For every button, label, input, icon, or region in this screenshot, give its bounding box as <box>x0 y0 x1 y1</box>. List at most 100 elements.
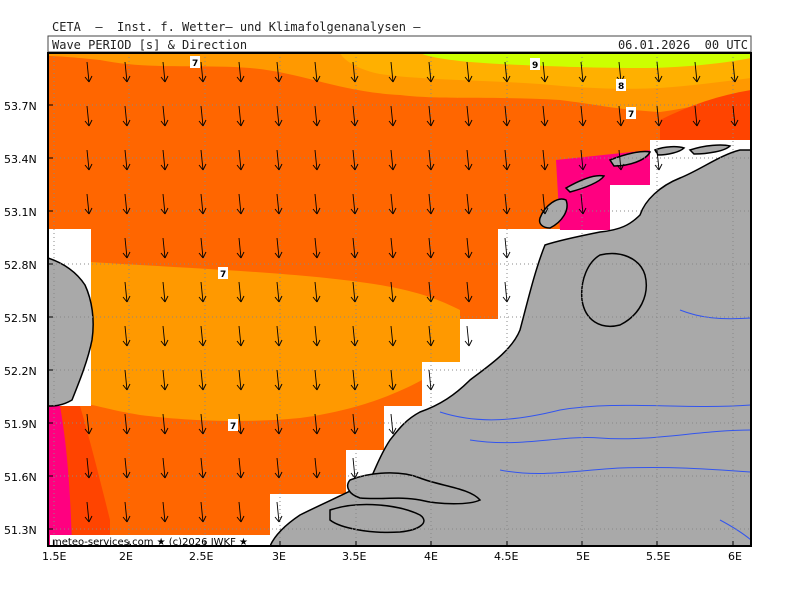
direction-arrow <box>160 237 169 259</box>
direction-arrow <box>312 193 321 215</box>
lat-label: 53.4N <box>4 153 37 166</box>
direction-arrow <box>160 149 169 171</box>
direction-arrow <box>236 325 245 347</box>
parameter-title: Wave_PERIOD_[s]_&_Direction <box>52 38 248 52</box>
direction-arrow <box>426 105 435 127</box>
contour-label: 7 <box>230 422 236 432</box>
direction-arrow <box>160 325 169 347</box>
direction-arrow <box>312 413 321 435</box>
direction-arrow <box>274 281 283 303</box>
direction-arrow <box>236 369 245 391</box>
direction-arrow <box>122 193 131 215</box>
lat-label: 52.8N <box>4 259 37 272</box>
direction-arrow <box>350 237 359 259</box>
lon-label: 4E <box>424 550 438 563</box>
direction-arrow <box>274 61 283 83</box>
direction-arrow <box>730 105 739 127</box>
direction-arrow <box>502 105 511 127</box>
direction-arrow <box>198 193 207 215</box>
direction-arrow <box>198 105 207 127</box>
contour-label: 7 <box>220 270 226 280</box>
direction-arrow <box>464 105 473 127</box>
direction-arrow <box>769 62 776 82</box>
direction-arrow <box>350 325 359 347</box>
direction-arrow <box>236 149 245 171</box>
direction-arrows <box>84 61 776 523</box>
lon-label: 3E <box>272 550 286 563</box>
direction-arrow <box>198 369 207 391</box>
direction-arrow <box>616 149 625 171</box>
direction-arrow <box>122 325 131 347</box>
direction-arrow <box>236 501 245 523</box>
direction-arrow <box>426 61 435 83</box>
direction-arrow <box>312 325 321 347</box>
zeeland-island-north <box>347 472 482 505</box>
direction-arrow <box>84 193 93 215</box>
direction-arrow <box>160 281 169 303</box>
direction-arrow <box>160 105 169 127</box>
direction-arrow <box>274 325 283 347</box>
contour-labels: 9 8 7 7 7 7 <box>190 56 636 432</box>
direction-arrow <box>464 281 473 303</box>
direction-arrow <box>426 281 435 303</box>
direction-arrow <box>312 61 321 83</box>
direction-arrow <box>540 105 549 127</box>
direction-arrow <box>388 61 397 83</box>
direction-arrow <box>312 237 321 259</box>
direction-arrow <box>578 149 587 171</box>
direction-arrow <box>312 369 321 391</box>
direction-arrow <box>160 369 169 391</box>
zeeland-island-south <box>329 503 425 534</box>
direction-arrow <box>160 413 169 435</box>
direction-arrow <box>160 61 169 83</box>
direction-arrow <box>274 237 283 259</box>
direction-arrow <box>122 61 131 83</box>
axis-labels: 1.5E 2E 2.5E 3E 3.5E 4E 4.5E 5E 5.5E 6E … <box>4 100 742 563</box>
direction-arrow <box>350 281 359 303</box>
direction-arrow <box>122 369 131 391</box>
direction-arrow <box>160 501 169 523</box>
vlieland-island <box>564 174 606 193</box>
direction-arrow <box>350 61 359 83</box>
direction-arrow <box>692 61 701 83</box>
direction-arrow <box>540 193 549 215</box>
direction-arrow <box>198 325 207 347</box>
direction-arrow <box>122 501 131 523</box>
direction-arrow <box>84 457 93 479</box>
lon-label: 1.5E <box>42 550 66 563</box>
direction-arrow <box>464 149 473 171</box>
direction-arrow <box>84 105 93 127</box>
direction-arrow <box>198 413 207 435</box>
ameland-island <box>653 145 686 156</box>
lon-label: 5.5E <box>646 550 670 563</box>
direction-arrow <box>426 325 435 347</box>
direction-arrow <box>274 105 283 127</box>
direction-arrow <box>84 501 93 523</box>
direction-arrow <box>84 61 93 83</box>
lat-label: 51.6N <box>4 471 37 484</box>
direction-arrow <box>236 61 245 83</box>
ijsselmeer-coast <box>580 252 647 327</box>
direction-arrow <box>388 281 397 303</box>
lat-label: 53.1N <box>4 206 37 219</box>
schiermonnikoog-island <box>688 144 732 155</box>
lon-label: 6E <box>728 550 742 563</box>
direction-arrow <box>122 237 131 259</box>
direction-arrow <box>122 413 131 435</box>
direction-arrow <box>198 457 207 479</box>
direction-arrow <box>654 61 663 83</box>
direction-arrow <box>274 149 283 171</box>
direction-arrow <box>236 237 245 259</box>
direction-arrow <box>274 369 283 391</box>
direction-arrow <box>236 457 245 479</box>
period-field-5-6-ne <box>660 90 751 140</box>
direction-arrow <box>198 237 207 259</box>
direction-arrow <box>388 149 397 171</box>
valid-time: 06.01.2026 00 UTC <box>617 38 748 52</box>
model-source-title: CETA — Inst. f. Wetter— und Klimafolgena… <box>52 20 421 34</box>
direction-arrow <box>540 61 549 83</box>
direction-arrow <box>502 149 511 171</box>
lat-label: 53.7N <box>4 100 37 113</box>
